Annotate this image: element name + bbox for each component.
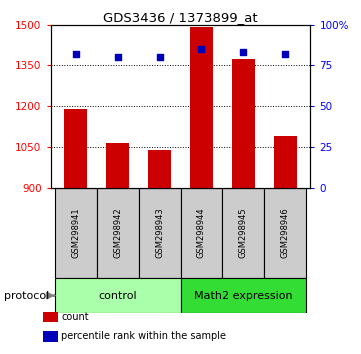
Bar (64, 109, 87, 188)
Text: Math2 expression: Math2 expression (194, 291, 293, 301)
Bar (264, 188, 306, 278)
Point (282, 51, 288, 57)
Title: GDS3436 / 1373899_at: GDS3436 / 1373899_at (103, 11, 258, 24)
Text: GSM298942: GSM298942 (113, 207, 122, 258)
Bar (148, 150, 171, 188)
Bar (55, 278, 180, 313)
Text: GSM298945: GSM298945 (239, 207, 248, 258)
Text: GSM298943: GSM298943 (155, 207, 164, 258)
Text: GSM298946: GSM298946 (281, 207, 290, 258)
Bar (106, 143, 129, 188)
Text: count: count (61, 312, 89, 322)
Text: GSM298944: GSM298944 (197, 207, 206, 258)
Text: control: control (98, 291, 137, 301)
Bar (180, 188, 222, 278)
Bar (97, 188, 139, 278)
Bar (222, 188, 264, 278)
Bar (274, 136, 297, 188)
Point (199, 46, 204, 52)
Bar (232, 59, 255, 188)
Point (157, 55, 162, 60)
Point (73, 51, 79, 57)
Text: GSM298941: GSM298941 (71, 207, 80, 258)
Bar (190, 28, 213, 188)
Bar (55, 188, 97, 278)
Point (240, 50, 246, 55)
Bar (180, 278, 306, 313)
Bar (139, 188, 180, 278)
Text: percentile rank within the sample: percentile rank within the sample (61, 331, 226, 341)
Text: protocol: protocol (4, 291, 49, 301)
Point (115, 55, 121, 60)
